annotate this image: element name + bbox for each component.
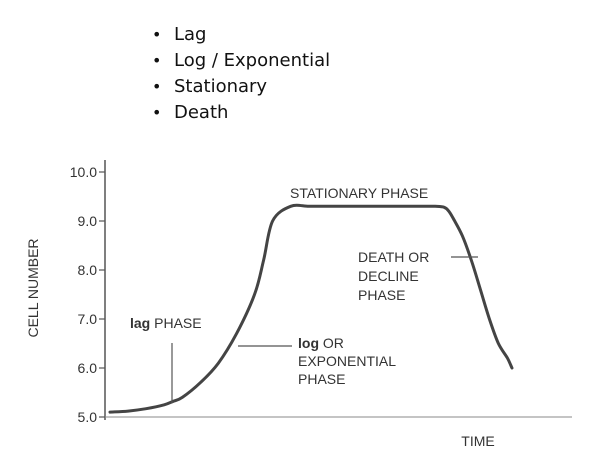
lag-rest-text: PHASE	[150, 315, 201, 331]
growth-curve-line	[108, 203, 514, 414]
bullet-item-death: Death	[148, 100, 330, 126]
lag-bold-word: lag	[130, 315, 150, 331]
y-tick-label: 5.0	[78, 409, 98, 425]
x-axis-label: TIME	[461, 433, 494, 449]
bullet-item-stationary: Stationary	[148, 74, 330, 100]
y-tick-label: 8.0	[78, 262, 98, 278]
log-bold-word: log	[298, 335, 319, 351]
log-rest-text: OR	[319, 335, 344, 351]
y-tick-label: 10.0	[70, 164, 97, 180]
y-tick-label: 9.0	[78, 213, 98, 229]
log-phase-label-line3: PHASE	[298, 371, 345, 387]
death-phase-label-line2: DECLINE	[358, 268, 419, 284]
bullet-item-log: Log / Exponential	[148, 48, 330, 74]
log-phase-label-line2: EXPONENTIAL	[298, 353, 396, 369]
lag-phase-label: lag PHASE	[130, 315, 202, 331]
phase-bullet-list: Lag Log / Exponential Stationary Death	[148, 22, 330, 126]
y-axis-label: CELL NUMBER	[25, 238, 41, 337]
stationary-phase-label: STATIONARY PHASE	[290, 185, 428, 201]
y-tick-label: 6.0	[78, 360, 98, 376]
y-tick-label: 7.0	[78, 311, 98, 327]
death-phase-label-line3: PHASE	[358, 287, 405, 303]
bullet-item-lag: Lag	[148, 22, 330, 48]
log-phase-label-line1: log OR	[298, 335, 344, 351]
death-phase-label-line1: DEATH OR	[358, 249, 429, 265]
